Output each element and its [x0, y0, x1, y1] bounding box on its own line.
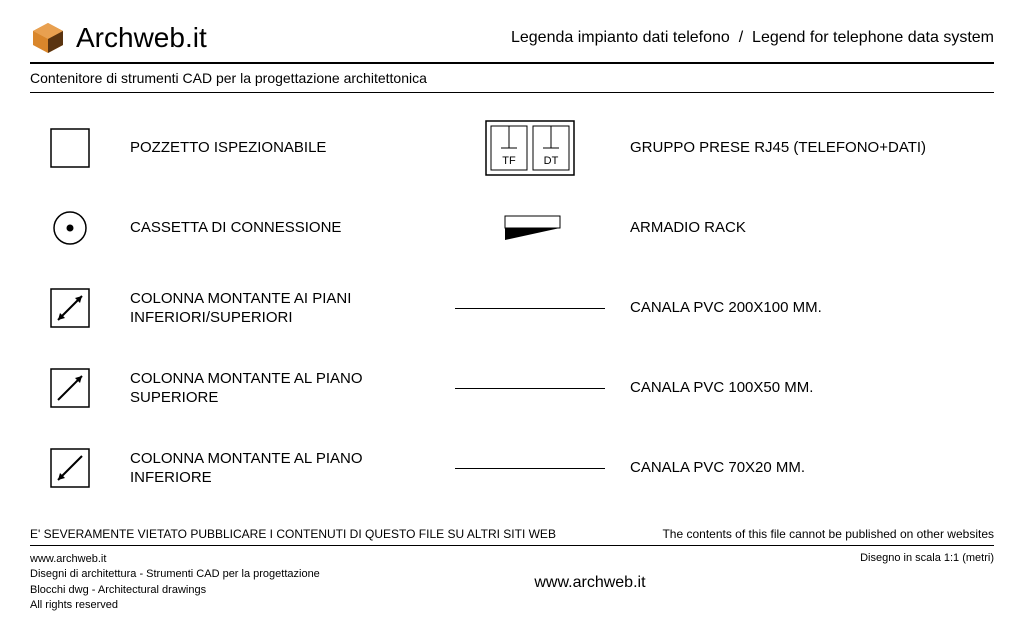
symbol-cassetta	[30, 203, 110, 253]
title-it: Legenda impianto dati telefono	[511, 29, 730, 46]
symbol-rack	[450, 203, 610, 253]
warn-en: The contents of this file cannot be publ…	[662, 527, 994, 541]
footer-line2: Disegni di architettura - Strumenti CAD …	[30, 567, 320, 582]
footer-url: www.archweb.it	[534, 574, 645, 592]
logo-text: Archweb.it	[76, 22, 207, 54]
symbol-pozzetto	[30, 123, 110, 173]
footer-line4: All rights reserved	[30, 598, 320, 613]
label-colonna-down: COLONNA MONTANTE AL PIANO INFERIORE	[130, 449, 430, 488]
label-rack: ARMADIO RACK	[630, 218, 994, 238]
symbol-colonna-down	[30, 443, 110, 493]
label-canala-100: CANALA PVC 100x50 MM.	[630, 378, 994, 398]
label-pozzetto: POZZETTO ISPEZIONABILE	[130, 138, 430, 158]
symbol-canala-100	[450, 363, 610, 413]
footer-meta: www.archweb.it Disegni di architettura -…	[30, 546, 994, 614]
logo-group: Archweb.it	[30, 20, 207, 56]
socket-tf-text: TF	[502, 155, 516, 167]
footer-scale: Disegno in scala 1:1 (metri)	[860, 552, 994, 564]
footer-left: www.archweb.it Disegni di architettura -…	[30, 552, 320, 614]
footer-line3: Blocchi dwg - Architectural drawings	[30, 583, 320, 598]
label-canala-200: CANALA PVC 200x100 MM.	[630, 298, 994, 318]
subtitle: Contenitore di strumenti CAD per la prog…	[30, 64, 994, 93]
symbol-colonna-both	[30, 283, 110, 333]
header: Archweb.it Legenda impianto dati telefon…	[30, 20, 994, 64]
label-rj45: GRUPPO PRESE RJ45 (TELEFONO+DATI)	[630, 138, 994, 158]
label-cassetta: CASSETTA DI CONNESSIONE	[130, 218, 430, 238]
label-colonna-up: COLONNA MONTANTE AL PIANO SUPERIORE	[130, 369, 430, 408]
symbol-rj45: TF DT	[450, 123, 610, 173]
title-en: Legend for telephone data system	[752, 29, 994, 46]
legend-grid: POZZETTO ISPEZIONABILE TF DT GRUPPO PRES…	[30, 123, 994, 493]
symbol-colonna-up	[30, 363, 110, 413]
symbol-canala-200	[450, 283, 610, 333]
header-title: Legenda impianto dati telefono / Legend …	[511, 29, 994, 47]
symbol-canala-70	[450, 443, 610, 493]
footer-warning: E' SEVERAMENTE VIETATO PUBBLICARE I CONT…	[30, 523, 994, 546]
footer-line1: www.archweb.it	[30, 552, 320, 567]
warn-it: E' SEVERAMENTE VIETATO PUBBLICARE I CONT…	[30, 527, 556, 541]
logo-icon	[30, 20, 66, 56]
label-canala-70: CANALA PVC 70x20 MM.	[630, 458, 994, 478]
socket-dt-text: DT	[544, 155, 559, 167]
label-colonna-both: COLONNA MONTANTE AI PIANI INFERIORI/SUPE…	[130, 289, 430, 328]
